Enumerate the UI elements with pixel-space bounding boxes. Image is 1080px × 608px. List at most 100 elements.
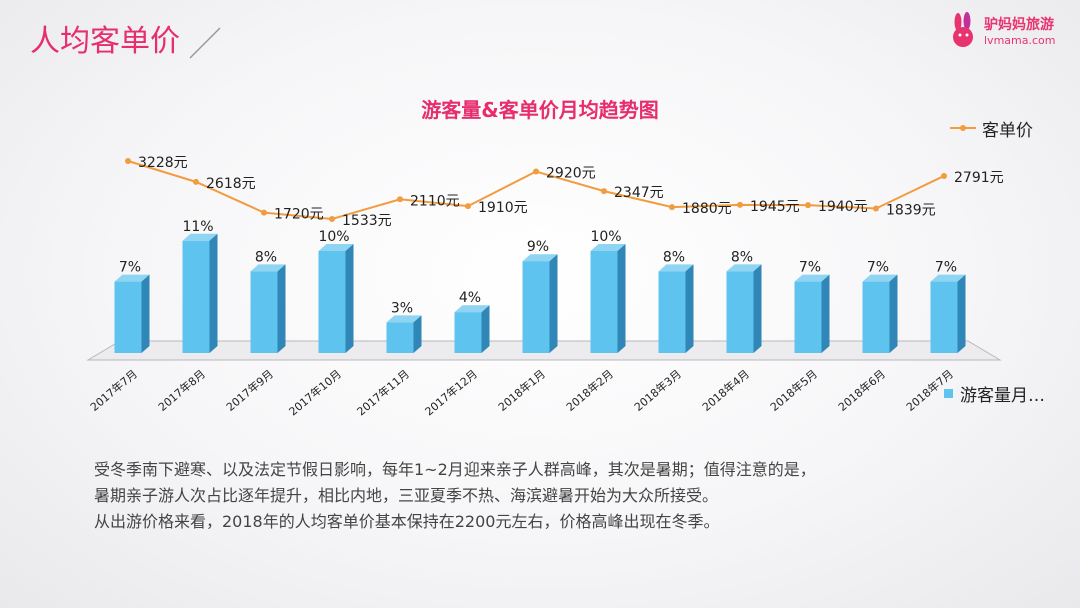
bar xyxy=(930,281,958,353)
price-data-label: 1839元 xyxy=(886,203,936,219)
bar-top-face xyxy=(930,274,966,282)
bar-data-label: 8% xyxy=(731,249,753,265)
bar xyxy=(182,240,210,353)
bar-data-label: 7% xyxy=(799,260,821,276)
title-slash-decoration xyxy=(189,27,221,59)
price-data-label: 2110元 xyxy=(410,193,460,209)
bar-top-face xyxy=(590,244,626,251)
legend-bar-swatch xyxy=(944,389,953,398)
bar-data-label: 7% xyxy=(867,260,889,276)
bar-side-face xyxy=(753,264,762,353)
x-tick-label: 2017年7月 xyxy=(87,367,140,414)
bar-data-label: 10% xyxy=(318,229,349,245)
brand-logo: 驴妈妈旅游 lvmama.com xyxy=(948,12,1068,52)
bar-data-label: 8% xyxy=(663,249,685,265)
bar-top-face xyxy=(726,264,762,272)
price-point xyxy=(329,216,335,222)
price-point xyxy=(669,204,675,211)
bar-side-face xyxy=(141,274,150,353)
price-data-label: 1720元 xyxy=(274,207,324,223)
bar-data-label: 7% xyxy=(935,260,957,276)
bar xyxy=(114,281,142,353)
price-point xyxy=(261,209,267,216)
price-point xyxy=(397,196,403,203)
bar xyxy=(318,251,346,353)
bar-data-label: 7% xyxy=(119,260,141,276)
price-point xyxy=(601,188,607,195)
bar-side-face xyxy=(685,264,694,353)
bar-top-face xyxy=(250,264,286,272)
x-tick-label: 2018年4月 xyxy=(699,367,752,414)
price-data-label: 1880元 xyxy=(682,201,732,217)
x-tick-label: 2017年10月 xyxy=(286,367,344,419)
bar-side-face xyxy=(481,305,490,353)
logo-url: lvmama.com xyxy=(984,34,1056,47)
bar-data-label: 8% xyxy=(255,249,277,265)
price-data-label: 2920元 xyxy=(546,166,596,182)
legend-bar-item: 游客量月… xyxy=(944,381,1045,406)
bar-top-face xyxy=(794,274,830,282)
bar-side-face xyxy=(821,274,830,353)
bar-top-face xyxy=(182,233,218,241)
bar-top-face xyxy=(114,274,150,282)
bar-side-face xyxy=(889,274,898,353)
x-tick-label: 2018年2月 xyxy=(563,367,616,414)
legend-line-label: 客单价 xyxy=(982,120,1033,141)
x-tick-label: 2017年8月 xyxy=(155,367,208,414)
bar-data-label: 4% xyxy=(459,290,481,306)
slide-title: 人均客单价 xyxy=(30,24,180,59)
legend-bar-label: 游客量月… xyxy=(960,386,1045,406)
bar-top-face xyxy=(318,244,354,251)
bar xyxy=(454,312,482,353)
price-point xyxy=(873,205,879,212)
price-data-label: 1910元 xyxy=(478,200,528,216)
price-point xyxy=(465,203,471,210)
bar-side-face xyxy=(345,244,354,353)
bar-side-face xyxy=(957,274,966,353)
price-data-label: 2791元 xyxy=(954,170,1004,186)
x-tick-label: 2018年6月 xyxy=(835,367,888,414)
chart-title: 游客量&客单价月均趋势图 xyxy=(421,98,659,122)
bar-data-label: 9% xyxy=(527,239,549,255)
x-tick-label: 2018年7月 xyxy=(903,367,956,414)
x-tick-label: 2017年12月 xyxy=(422,367,480,419)
price-point xyxy=(805,202,811,209)
price-data-label: 1940元 xyxy=(818,199,868,215)
bar-top-face xyxy=(386,315,422,323)
summary-paragraph: 受冬季南下避寒、以及法定节假日影响，每年1~2月迎来亲子人群高峰，其次是暑期；值… xyxy=(94,457,1044,535)
x-tick-label: 2017年11月 xyxy=(354,367,412,419)
x-tick-label: 2018年1月 xyxy=(495,367,548,414)
logo-name: 驴妈妈旅游 xyxy=(984,17,1054,33)
price-point xyxy=(737,201,743,208)
bar-data-label: 3% xyxy=(391,300,413,316)
bar-top-face xyxy=(522,254,558,262)
bar-data-label: 10% xyxy=(590,229,621,245)
bar-side-face xyxy=(413,315,422,353)
price-data-label: 2347元 xyxy=(614,185,664,201)
price-data-label: 3228元 xyxy=(138,155,188,171)
bar xyxy=(250,271,278,353)
price-data-label: 2618元 xyxy=(206,176,256,192)
legend-line-item: 客单价 xyxy=(950,116,1033,141)
bar xyxy=(522,261,550,353)
bar-side-face xyxy=(549,254,558,353)
x-tick-label: 2018年3月 xyxy=(631,367,684,414)
bar xyxy=(862,281,890,353)
price-point xyxy=(533,168,539,175)
bar-top-face xyxy=(658,264,694,272)
summary-line-2: 暑期亲子游人次占比逐年提升，相比内地，三亚夏季不热、海滨避暑开始为大众所接受。 xyxy=(94,486,719,505)
legend-line-marker xyxy=(950,125,976,131)
bar-top-face xyxy=(454,305,490,313)
bar-data-label: 11% xyxy=(182,219,213,235)
price-point xyxy=(193,178,199,185)
bar xyxy=(726,271,754,353)
rabbit-logo-icon xyxy=(953,12,973,47)
bar xyxy=(386,322,414,353)
price-point xyxy=(125,158,131,164)
bar-side-face xyxy=(209,233,218,353)
x-tick-label: 2018年5月 xyxy=(767,367,820,414)
bar xyxy=(794,281,822,353)
bar-top-face xyxy=(862,274,898,282)
bar xyxy=(658,271,686,353)
bar-side-face xyxy=(277,264,286,353)
